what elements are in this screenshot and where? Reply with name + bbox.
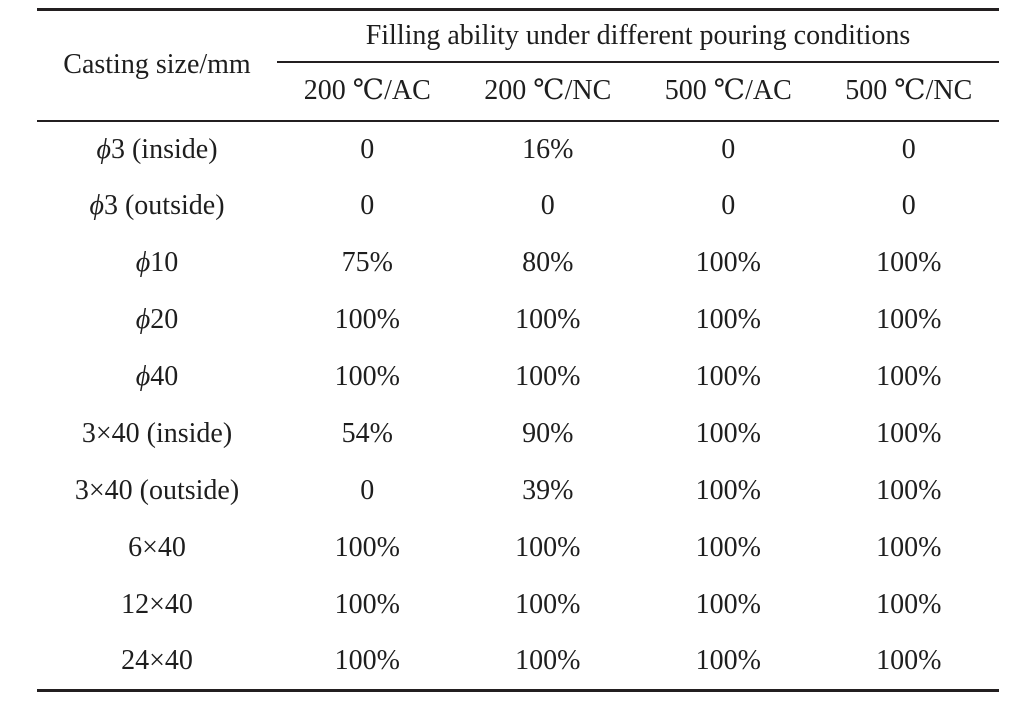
casting-size-label: 6×40 bbox=[128, 532, 186, 563]
casting-size-cell: 24×40 bbox=[37, 634, 277, 691]
casting-size-cell: ϕ20 bbox=[37, 292, 277, 349]
casting-size-label: 12×40 bbox=[121, 589, 193, 620]
value-cell: 100% bbox=[695, 589, 761, 620]
column-header-500c-ac: 500 ℃/AC bbox=[638, 61, 819, 122]
value-cell: 16% bbox=[522, 133, 574, 165]
phi-symbol: ϕ bbox=[135, 361, 151, 392]
value-cell: 100% bbox=[334, 645, 400, 677]
phi-symbol: ϕ bbox=[135, 304, 151, 335]
value-cell: 100% bbox=[876, 304, 942, 335]
table-row: 12×40 100% 100% 100% 100% bbox=[37, 577, 999, 634]
value-cell: 90% bbox=[522, 418, 574, 449]
group-header-row: Casting size/mm Filling ability under di… bbox=[37, 9, 1000, 122]
value-cell: 100% bbox=[515, 645, 581, 677]
value-cell: 0 bbox=[901, 133, 916, 165]
value-cell: 100% bbox=[515, 304, 581, 335]
value-cell: 100% bbox=[876, 645, 942, 677]
value-cell: 0 bbox=[721, 190, 736, 221]
table-row: 24×40 100% 100% 100% 100% bbox=[37, 634, 999, 691]
corner-header-casting-size: Casting size/mm bbox=[37, 9, 277, 122]
casting-size-label: 10 bbox=[150, 247, 179, 278]
casting-size-cell: 3×40 (inside) bbox=[37, 406, 277, 463]
casting-size-cell: 12×40 bbox=[37, 577, 277, 634]
value-cell: 100% bbox=[695, 645, 761, 677]
value-cell: 100% bbox=[695, 361, 761, 392]
casting-size-label: 20 bbox=[150, 304, 179, 335]
casting-size-label: 24×40 bbox=[121, 645, 193, 677]
value-cell: 100% bbox=[695, 475, 761, 506]
value-cell: 100% bbox=[695, 532, 761, 563]
value-cell: 0 bbox=[360, 475, 375, 506]
value-cell: 0 bbox=[901, 190, 916, 221]
value-cell: 100% bbox=[334, 532, 400, 563]
value-cell: 100% bbox=[876, 589, 942, 620]
casting-size-cell: ϕ3 (outside) bbox=[37, 178, 277, 235]
value-cell: 100% bbox=[334, 361, 400, 392]
paper-table-container: Casting size/mm Filling ability under di… bbox=[37, 8, 1000, 692]
column-header-500c-nc: 500 ℃/NC bbox=[818, 61, 1000, 122]
value-cell: 100% bbox=[695, 418, 761, 449]
value-cell: 100% bbox=[876, 532, 942, 563]
value-cell: 100% bbox=[695, 304, 761, 335]
casting-size-cell: ϕ3 (inside) bbox=[37, 121, 277, 178]
value-cell: 100% bbox=[876, 418, 942, 449]
casting-size-cell: ϕ40 bbox=[37, 349, 277, 406]
table-row: ϕ3 (inside) 0 16% 0 0 bbox=[37, 121, 999, 178]
column-header-200c-ac: 200 ℃/AC bbox=[277, 61, 458, 122]
filling-ability-table: Casting size/mm Filling ability under di… bbox=[37, 8, 1000, 692]
casting-size-label: 40 bbox=[150, 361, 179, 392]
value-cell: 54% bbox=[341, 418, 393, 449]
group-header-filling-ability: Filling ability under different pouring … bbox=[277, 9, 1000, 63]
value-cell: 0 bbox=[360, 133, 375, 165]
phi-symbol: ϕ bbox=[135, 247, 151, 278]
value-cell: 100% bbox=[876, 247, 942, 278]
value-cell: 75% bbox=[341, 247, 393, 278]
value-cell: 100% bbox=[515, 532, 581, 563]
value-cell: 39% bbox=[522, 475, 574, 506]
value-cell: 0 bbox=[721, 133, 736, 165]
value-cell: 100% bbox=[334, 304, 400, 335]
table-row: 6×40 100% 100% 100% 100% bbox=[37, 520, 999, 577]
value-cell: 100% bbox=[876, 475, 942, 506]
value-cell: 80% bbox=[522, 247, 574, 278]
casting-size-cell: ϕ10 bbox=[37, 235, 277, 292]
value-cell: 100% bbox=[876, 361, 942, 392]
casting-size-cell: 3×40 (outside) bbox=[37, 463, 277, 520]
casting-size-label: 3 (inside) bbox=[110, 133, 218, 165]
value-cell: 100% bbox=[334, 589, 400, 620]
column-header-200c-nc: 200 ℃/NC bbox=[457, 61, 638, 122]
table-row: ϕ10 75% 80% 100% 100% bbox=[37, 235, 999, 292]
table-row: 3×40 (inside) 54% 90% 100% 100% bbox=[37, 406, 999, 463]
value-cell: 100% bbox=[695, 247, 761, 278]
sub-header-row: 200 ℃/AC 200 ℃/NC 500 ℃/AC 500 ℃/NC bbox=[37, 61, 1000, 122]
casting-size-label: 3×40 (outside) bbox=[74, 475, 240, 506]
table-row: 3×40 (outside) 0 39% 100% 100% bbox=[37, 463, 999, 520]
value-cell: 0 bbox=[360, 190, 375, 221]
table-row: ϕ20 100% 100% 100% 100% bbox=[37, 292, 999, 349]
table-row: ϕ40 100% 100% 100% 100% bbox=[37, 349, 999, 406]
casting-size-label: 3 (outside) bbox=[103, 190, 225, 221]
casting-size-cell: 6×40 bbox=[37, 520, 277, 577]
phi-symbol: ϕ bbox=[96, 133, 111, 165]
phi-symbol: ϕ bbox=[89, 190, 104, 221]
value-cell: 100% bbox=[515, 361, 581, 392]
value-cell: 0 bbox=[540, 190, 555, 221]
casting-size-label: 3×40 (inside) bbox=[81, 418, 233, 449]
value-cell: 100% bbox=[515, 589, 581, 620]
table-row: ϕ3 (outside) 0 0 0 0 bbox=[37, 178, 999, 235]
